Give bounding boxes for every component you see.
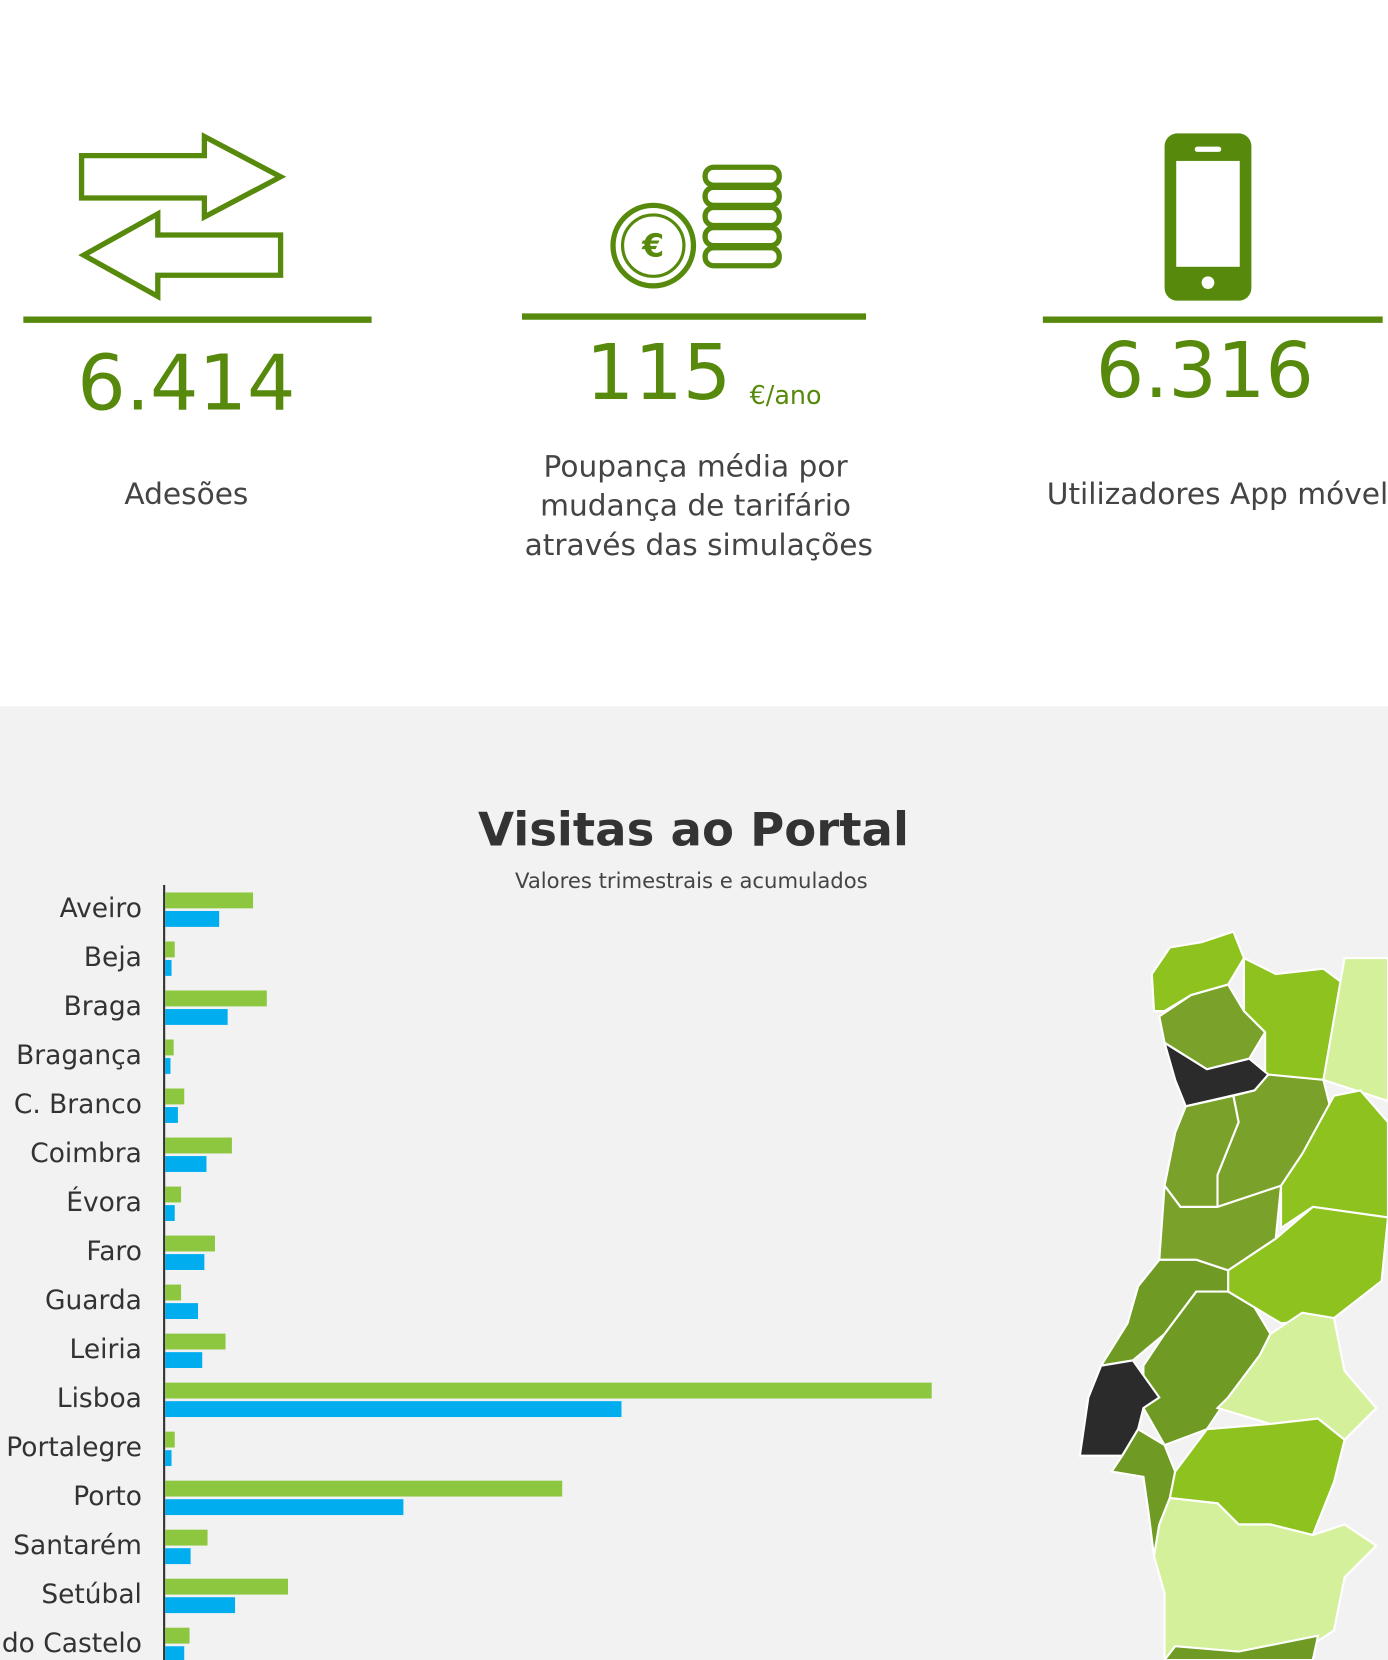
bar (165, 1284, 182, 1301)
y-tick-label: Aveiro (60, 893, 142, 924)
bar (165, 1039, 174, 1056)
exchange-icon (78, 132, 287, 301)
bar (165, 941, 175, 958)
bar (165, 1578, 288, 1595)
bar (165, 1186, 182, 1203)
y-tick-label: Bragança (16, 1040, 142, 1071)
y-tick-label: Portalegre (6, 1432, 142, 1463)
bar (165, 1205, 175, 1221)
y-tick-label: Braga (64, 991, 142, 1022)
y-tick-label: Santarém (13, 1530, 142, 1561)
portugal-map (1078, 930, 1388, 1660)
bar (165, 1254, 205, 1270)
chart-subtitle: Valores trimestrais e acumulados (515, 868, 868, 893)
chart-title: Visitas ao Portal (478, 803, 909, 857)
stat-value: 6.316 (1096, 326, 1314, 415)
y-tick-label: Lisboa (57, 1383, 142, 1414)
bar (165, 1597, 236, 1614)
stat-label: mudança de tarifário (540, 488, 851, 523)
y-tick-label: Guarda (45, 1285, 142, 1316)
y-tick-label: Beja (84, 942, 142, 973)
bar (165, 1401, 622, 1418)
bar (165, 910, 220, 927)
bar (165, 892, 254, 909)
bar (165, 1352, 203, 1369)
bar (165, 1431, 175, 1448)
y-tick-label: Setúbal (41, 1579, 142, 1610)
bar (165, 1088, 185, 1105)
y-tick-label: Leiria (70, 1334, 142, 1365)
y-tick-label: Viana do Castelo (0, 1628, 142, 1659)
y-tick-label: C. Branco (14, 1089, 142, 1120)
y-tick-label: Coimbra (30, 1138, 142, 1169)
stat-value: 6.414 (77, 339, 295, 428)
bar (165, 1235, 215, 1252)
stat-value: 115 (586, 328, 731, 417)
bar (165, 1646, 185, 1660)
y-tick-label: Faro (86, 1236, 141, 1267)
bar (165, 1627, 190, 1644)
stat-label: Adesões (124, 476, 248, 511)
bar (165, 1137, 232, 1154)
bar (165, 1499, 404, 1516)
bar (165, 1480, 563, 1497)
stat-label: através das simulações (525, 527, 873, 562)
phone-icon (1164, 133, 1252, 301)
svg-text:€: € (641, 229, 664, 265)
bar (165, 1382, 932, 1399)
bar (165, 960, 172, 976)
bar (165, 1058, 171, 1074)
stat-label: Utilizadores App móvel (1047, 476, 1388, 511)
coins-icon: € (610, 164, 782, 289)
bar (165, 1156, 207, 1172)
bar (165, 1107, 178, 1123)
bar (165, 1450, 172, 1467)
stat-unit: €/ano (750, 380, 822, 410)
stat-label: Poupança média por (544, 448, 849, 483)
bar (165, 1333, 226, 1350)
bar (165, 990, 267, 1007)
y-tick-label: Évora (66, 1186, 142, 1218)
bar (165, 1529, 208, 1546)
y-tick-label: Porto (73, 1481, 142, 1512)
bar (165, 1303, 199, 1320)
bar (165, 1009, 228, 1025)
bar (165, 1548, 191, 1565)
